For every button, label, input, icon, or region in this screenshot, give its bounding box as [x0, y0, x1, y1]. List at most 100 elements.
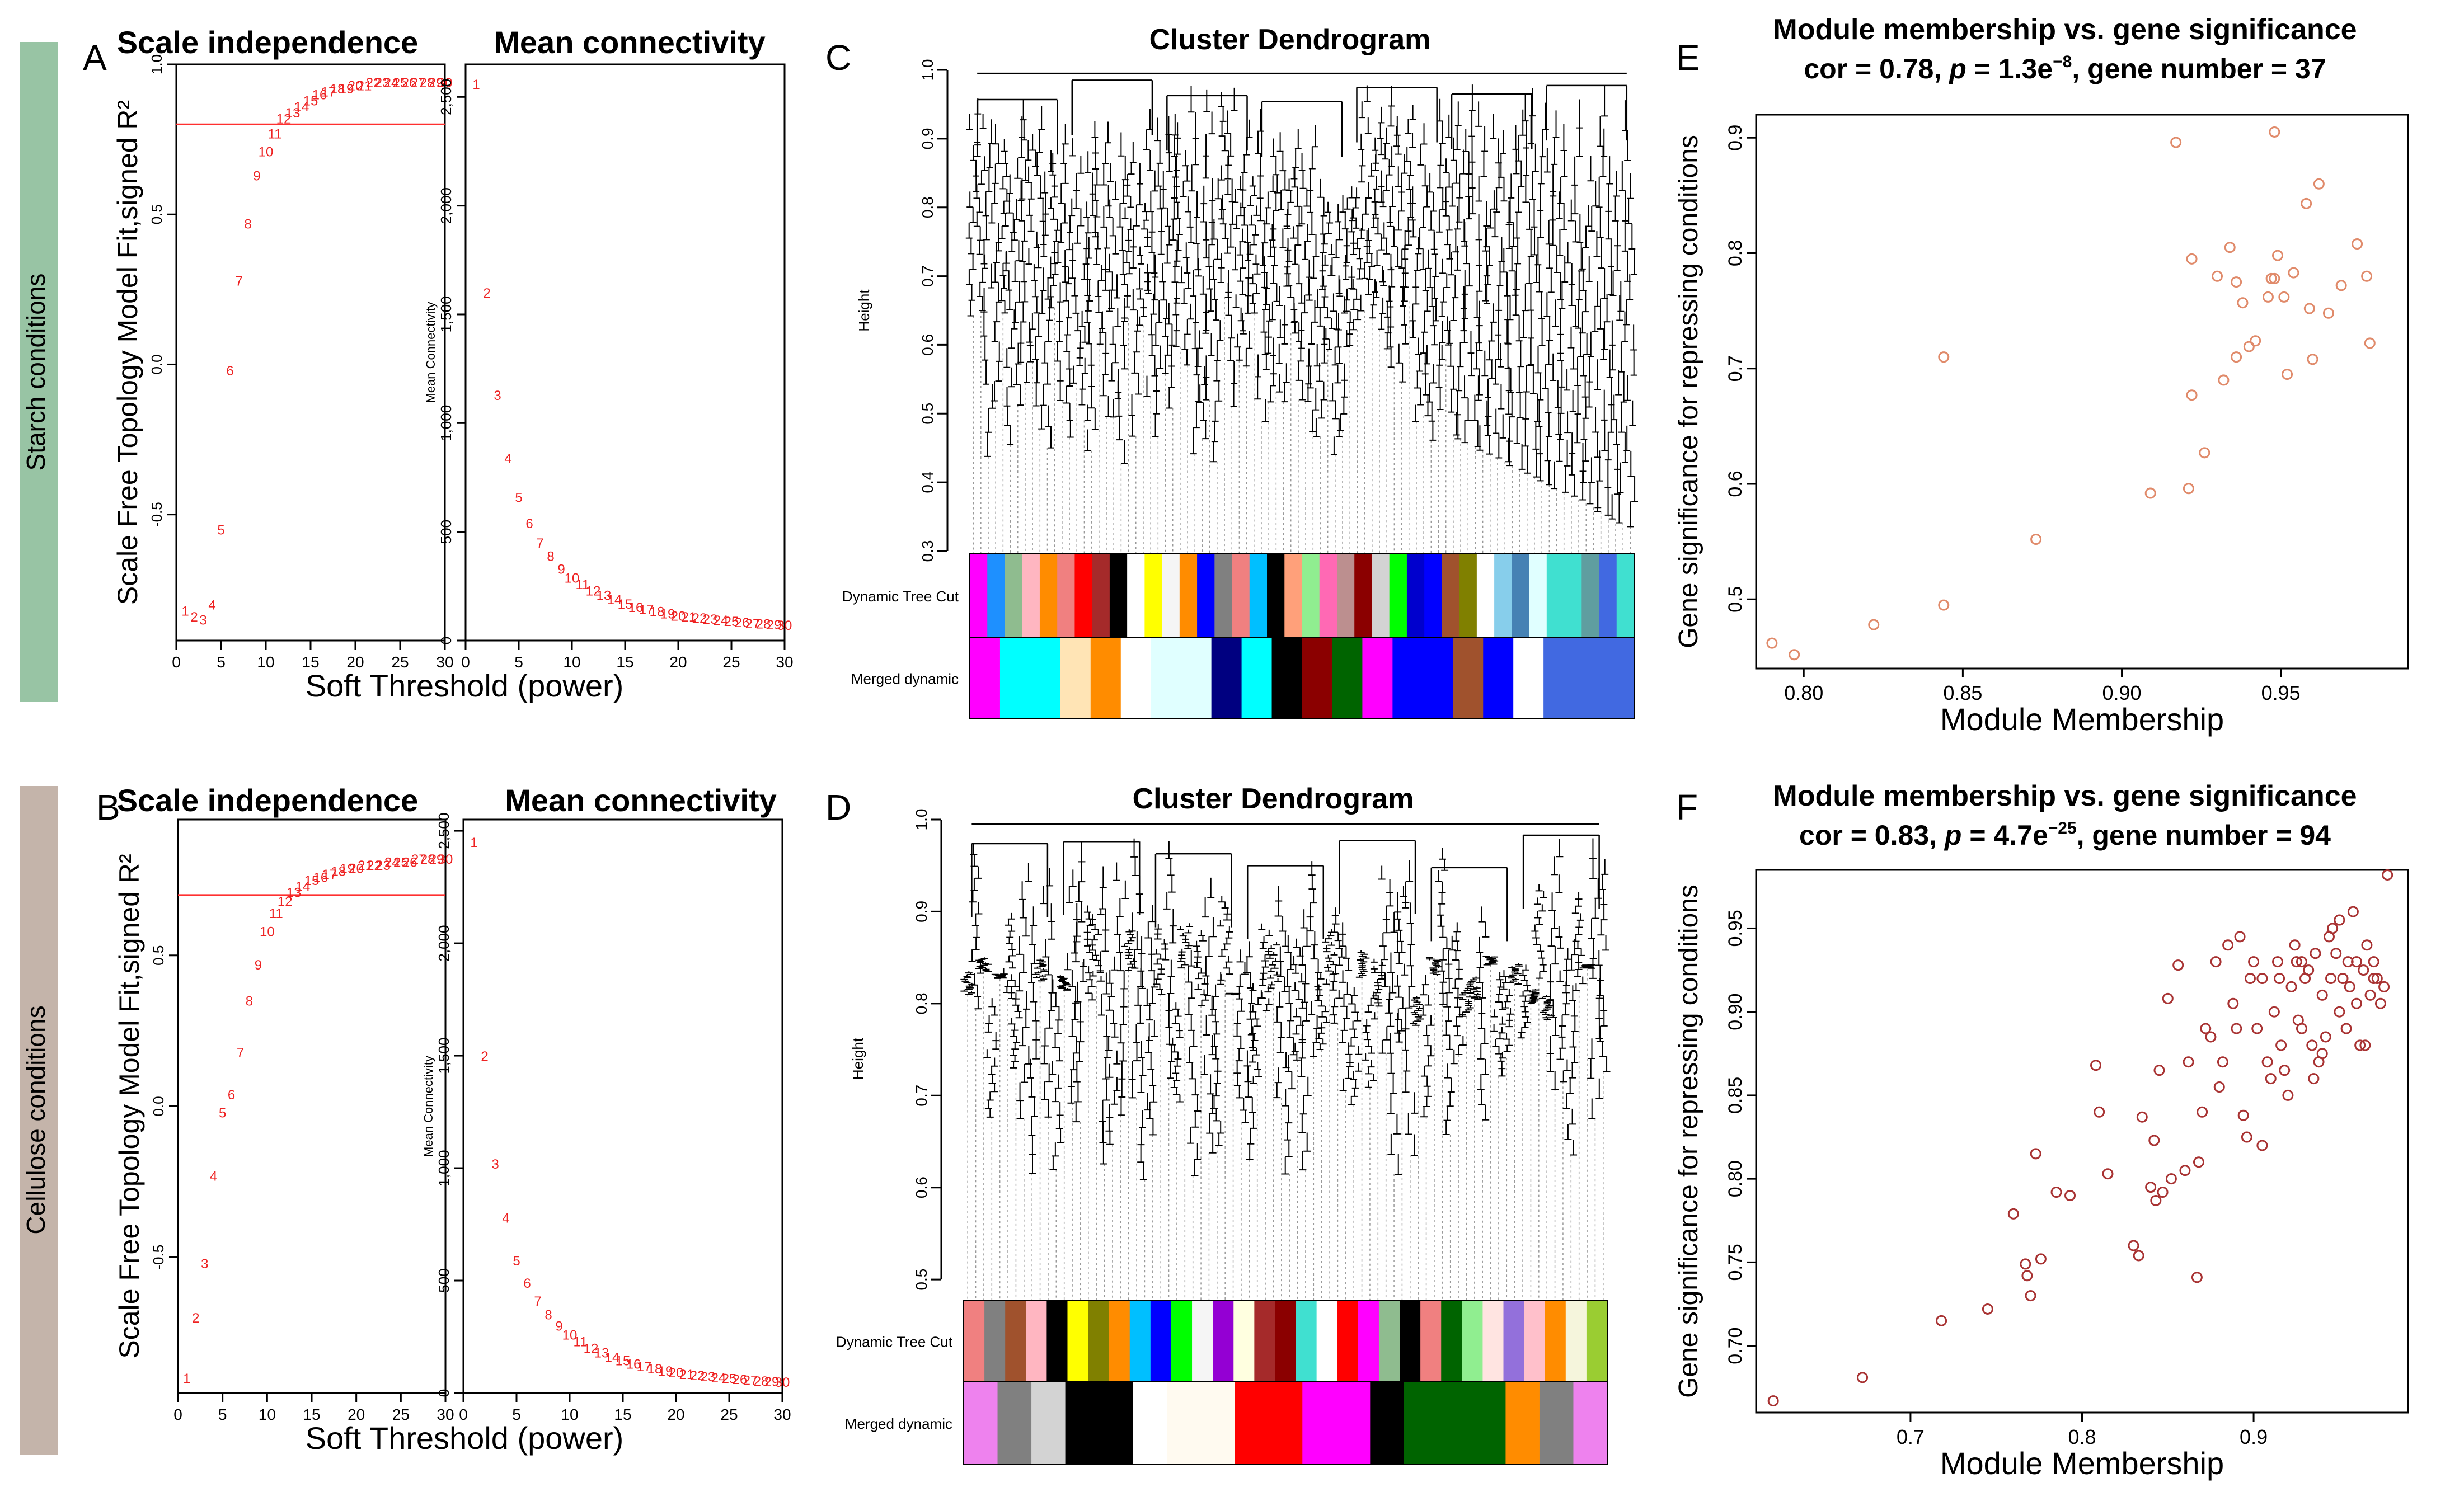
data-point — [2231, 1023, 2242, 1034]
data-point-label: 10 — [260, 925, 275, 940]
data-point — [2237, 1109, 2249, 1121]
dynamic-tree-cut-track-segment — [970, 554, 988, 638]
data-point-label: 24 — [384, 76, 399, 91]
data-point-label: 28 — [756, 617, 771, 632]
merged-dynamic-track-segment — [970, 638, 1001, 719]
data-point-label: 10 — [562, 1328, 578, 1343]
x-tick-label: 25 — [392, 1406, 410, 1423]
data-point — [2234, 931, 2246, 943]
data-point — [2374, 997, 2386, 1009]
data-point — [2212, 270, 2223, 282]
data-point-label: 8 — [547, 549, 554, 564]
dynamic-tree-cut-track-segment — [1233, 1301, 1255, 1382]
data-point — [2364, 989, 2376, 1001]
data-point-label: 24 — [714, 613, 729, 628]
data-point-label: 8 — [545, 1307, 552, 1323]
dynamic-tree-cut-track-segment — [1067, 1301, 1089, 1382]
y-tick-label: 0.5 — [913, 1269, 930, 1291]
data-point — [2237, 297, 2249, 309]
merged-dynamic-track-segment — [1271, 638, 1302, 719]
data-point — [2020, 1258, 2031, 1270]
data-point-label: 9 — [557, 562, 565, 577]
data-point — [2316, 989, 2328, 1001]
data-point-label: 26 — [735, 615, 750, 630]
data-point — [2261, 1056, 2273, 1068]
data-point-label: 20 — [348, 79, 363, 94]
data-point-label: 11 — [574, 1335, 588, 1350]
data-point — [2358, 964, 2369, 976]
y-tick-label: -0.5 — [150, 1245, 167, 1270]
y-tick-label: 1,500 — [438, 296, 454, 332]
data-point — [2186, 253, 2198, 265]
data-point — [2378, 981, 2390, 992]
dynamic-tree-cut-track-segment — [1503, 1301, 1525, 1382]
x-tick-label: 30 — [436, 653, 453, 671]
data-point-label: 4 — [210, 1169, 217, 1184]
y-tick-label: 1,000 — [435, 1150, 452, 1187]
x-tick-label: 0 — [173, 1406, 182, 1423]
x-tick-label: 15 — [616, 653, 633, 671]
data-point — [2144, 487, 2156, 499]
data-point — [2193, 1156, 2204, 1168]
data-point-label: 3 — [201, 1256, 208, 1272]
x-axis-label: Soft Threshold (power) — [306, 668, 624, 703]
dynamic-tree-cut-track-segment — [1316, 1301, 1338, 1382]
data-point — [2359, 1039, 2371, 1051]
dynamic-tree-cut-track-segment — [1319, 554, 1337, 638]
data-point — [2224, 242, 2236, 253]
chart-title: Module membership vs. gene significance — [1773, 13, 2357, 46]
data-point — [2148, 1135, 2160, 1146]
data-point-label: 7 — [237, 1045, 244, 1060]
data-point-label: 23 — [701, 1369, 716, 1385]
data-point-label: 21 — [358, 858, 373, 873]
data-point — [2205, 1031, 2217, 1043]
dynamic-tree-cut-track-segment — [1372, 554, 1390, 638]
merged-dynamic-track-segment — [1060, 638, 1091, 719]
dynamic-tree-cut-track-segment — [1581, 554, 1600, 638]
data-point — [2136, 1111, 2148, 1123]
dynamic-tree-cut-track-segment — [1494, 554, 1512, 638]
dynamic-tree-cut-track-segment — [1512, 554, 1530, 638]
data-point — [2007, 1208, 2019, 1220]
data-point-label: 16 — [626, 1357, 641, 1372]
y-tick-label: 0.8 — [913, 992, 930, 1014]
data-point-label: 10 — [259, 145, 274, 160]
data-point-label: 11 — [268, 126, 282, 142]
data-point-label: 18 — [650, 605, 665, 620]
data-point-label: 12 — [586, 584, 601, 599]
chart-title: Module membership vs. gene significance — [1773, 780, 2357, 812]
chart-c-cluster-dendrogram: Cluster Dendrogram 0.3 0.4 0.5 0.6 0.7 0.8 0.9 1… — [842, 23, 1638, 719]
y-tick-label: 0.7 — [1725, 355, 1746, 382]
subtitle-gene-number: , gene number = 37 — [2072, 53, 2326, 84]
data-point — [2361, 939, 2373, 951]
data-point — [2303, 964, 2315, 976]
data-point — [2256, 973, 2268, 984]
data-point — [2217, 1056, 2228, 1068]
x-tick-label: 15 — [303, 1406, 320, 1423]
dynamic-tree-cut-track-segment — [1284, 554, 1302, 638]
dynamic-tree-cut-track-segment — [1046, 1301, 1068, 1382]
data-point — [2320, 1031, 2331, 1043]
data-point — [1857, 1372, 1869, 1383]
data-point-label: 7 — [534, 1294, 541, 1309]
data-point — [2172, 959, 2184, 971]
dynamic-tree-cut-track-segment — [1545, 1301, 1566, 1382]
data-point — [2303, 303, 2315, 314]
merged-dynamic-track-segment — [999, 638, 1031, 719]
x-tick-label: 20 — [669, 653, 687, 671]
dynamic-tree-cut-track-segment — [1482, 1301, 1504, 1382]
x-tick-label: 5 — [512, 1406, 521, 1423]
data-point-label: 29 — [429, 852, 444, 867]
data-point-label: 13 — [597, 588, 612, 603]
dynamic-tree-cut-track-segment — [1005, 1301, 1026, 1382]
data-point-label: 6 — [523, 1276, 531, 1291]
data-point — [2256, 1140, 2268, 1151]
data-point — [2347, 906, 2359, 917]
data-point-label: 15 — [616, 1354, 631, 1369]
data-point — [2289, 939, 2301, 951]
dynamic-tree-cut-track-segment — [1127, 554, 1145, 638]
data-point — [2371, 973, 2383, 984]
data-point — [2213, 1081, 2225, 1093]
panel-letter-b: B — [96, 787, 120, 827]
